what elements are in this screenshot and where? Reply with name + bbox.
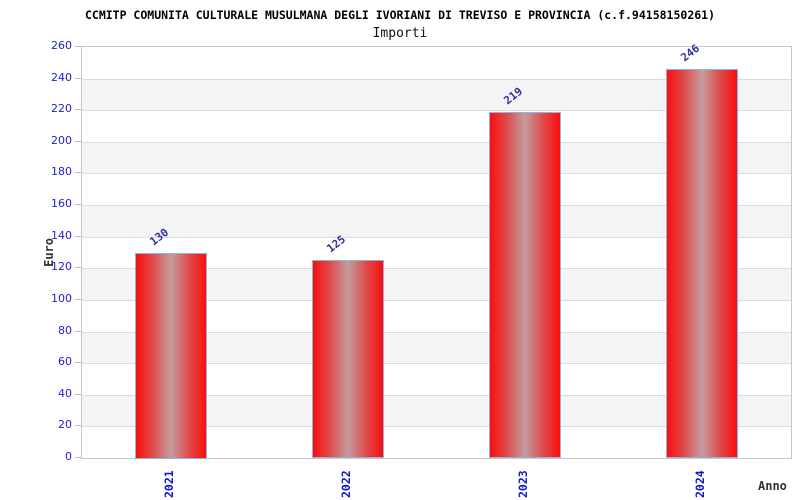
gridline-y-80 (82, 332, 791, 333)
plot-area (81, 46, 792, 459)
x-tick-label-2023: 2023 (516, 470, 530, 498)
y-tick-label: 140 (51, 229, 72, 242)
x-tick-label-2024: 2024 (693, 470, 707, 498)
bar-2022 (312, 260, 384, 458)
y-tick-label: 80 (58, 324, 72, 337)
y-tick-label: 100 (51, 292, 72, 305)
x-tick-label-2021: 2021 (162, 470, 176, 498)
bar-2021 (135, 253, 207, 459)
y-tick-mark (75, 267, 81, 268)
y-tick-label: 60 (58, 355, 72, 368)
y-tick-label: 260 (51, 39, 72, 52)
y-axis-title: Euro (42, 238, 56, 267)
y-tick-label: 220 (51, 102, 72, 115)
y-tick-mark (75, 46, 81, 47)
gridline-y-140 (82, 237, 791, 238)
y-tick-mark (75, 204, 81, 205)
gridline-y-20 (82, 426, 791, 427)
y-tick-mark (75, 172, 81, 173)
y-tick-mark (75, 394, 81, 395)
chart-subtitle: Importi (372, 26, 428, 41)
x-tick-label-2022: 2022 (339, 470, 353, 498)
gridline-y-40 (82, 395, 791, 396)
chart-title: CCMITP COMUNITA CULTURALE MUSULMANA DEGL… (84, 8, 716, 22)
y-tick-mark (75, 236, 81, 237)
y-tick-label: 240 (51, 71, 72, 84)
y-tick-mark (75, 299, 81, 300)
gridline-y-200 (82, 142, 791, 143)
gridline-y-180 (82, 173, 791, 174)
y-tick-label: 120 (51, 260, 72, 273)
x-axis-title: Anno (758, 479, 787, 493)
gridline-y-160 (82, 205, 791, 206)
bar-2023 (489, 112, 561, 458)
y-tick-mark (75, 109, 81, 110)
y-tick-label: 160 (51, 197, 72, 210)
gridline-y-120 (82, 268, 791, 269)
y-tick-mark (75, 141, 81, 142)
y-tick-mark (75, 425, 81, 426)
gridline-y-100 (82, 300, 791, 301)
y-tick-mark (75, 331, 81, 332)
y-tick-label: 200 (51, 134, 72, 147)
y-tick-label: 40 (58, 387, 72, 400)
y-tick-mark (75, 362, 81, 363)
bar-2024 (666, 69, 738, 458)
y-tick-mark (75, 457, 81, 458)
y-tick-label: 180 (51, 165, 72, 178)
y-tick-mark (75, 78, 81, 79)
gridline-y-240 (82, 79, 791, 80)
gridline-y-220 (82, 110, 791, 111)
gridline-y-60 (82, 363, 791, 364)
y-tick-label: 20 (58, 418, 72, 431)
y-tick-label: 0 (65, 450, 72, 463)
